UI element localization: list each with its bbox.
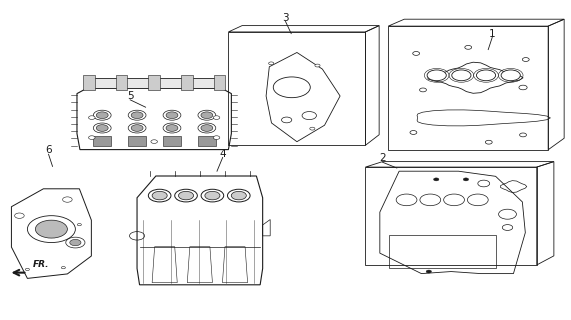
Circle shape xyxy=(179,191,194,200)
Circle shape xyxy=(420,194,441,206)
Circle shape xyxy=(410,131,417,134)
Circle shape xyxy=(166,125,178,131)
Bar xyxy=(214,75,226,90)
Text: 2: 2 xyxy=(379,153,386,164)
Bar xyxy=(163,136,181,146)
Bar xyxy=(181,75,193,90)
Circle shape xyxy=(302,112,316,120)
Bar xyxy=(83,75,95,90)
Circle shape xyxy=(89,136,95,140)
Circle shape xyxy=(25,268,30,271)
Text: 6: 6 xyxy=(45,145,52,156)
Circle shape xyxy=(131,125,143,131)
Circle shape xyxy=(463,178,469,181)
Circle shape xyxy=(465,45,472,49)
Bar xyxy=(128,136,146,146)
Circle shape xyxy=(310,127,315,130)
Circle shape xyxy=(476,70,496,81)
Circle shape xyxy=(78,223,82,226)
Circle shape xyxy=(282,117,292,123)
Circle shape xyxy=(452,70,471,81)
Circle shape xyxy=(151,140,158,143)
Text: 4: 4 xyxy=(219,148,226,159)
Circle shape xyxy=(61,267,66,269)
Circle shape xyxy=(201,125,213,131)
Circle shape xyxy=(152,191,167,200)
Circle shape xyxy=(396,194,417,206)
Circle shape xyxy=(89,116,95,119)
Circle shape xyxy=(501,70,520,81)
Bar xyxy=(198,136,216,146)
Circle shape xyxy=(213,116,220,119)
Circle shape xyxy=(519,85,527,90)
Circle shape xyxy=(520,133,526,137)
Circle shape xyxy=(205,191,220,200)
Text: FR.: FR. xyxy=(33,260,49,269)
Circle shape xyxy=(231,191,246,200)
Circle shape xyxy=(315,64,320,67)
Text: 5: 5 xyxy=(127,91,134,101)
Circle shape xyxy=(213,136,220,140)
Circle shape xyxy=(433,178,439,181)
Circle shape xyxy=(35,220,67,238)
Circle shape xyxy=(468,194,488,206)
Circle shape xyxy=(426,270,432,273)
Circle shape xyxy=(96,112,108,118)
Circle shape xyxy=(201,112,213,118)
Circle shape xyxy=(274,77,310,98)
Circle shape xyxy=(70,239,81,246)
Circle shape xyxy=(444,194,464,206)
Circle shape xyxy=(413,52,420,55)
Circle shape xyxy=(166,112,178,118)
Bar xyxy=(93,136,111,146)
Text: 3: 3 xyxy=(282,12,289,23)
Circle shape xyxy=(96,125,108,131)
Polygon shape xyxy=(87,78,221,88)
Circle shape xyxy=(131,112,143,118)
Circle shape xyxy=(485,140,492,144)
Circle shape xyxy=(522,58,529,61)
Circle shape xyxy=(420,88,427,92)
Text: 1: 1 xyxy=(489,28,496,39)
Circle shape xyxy=(269,62,274,65)
Bar xyxy=(148,75,160,90)
Bar xyxy=(115,75,127,90)
Circle shape xyxy=(427,70,447,81)
